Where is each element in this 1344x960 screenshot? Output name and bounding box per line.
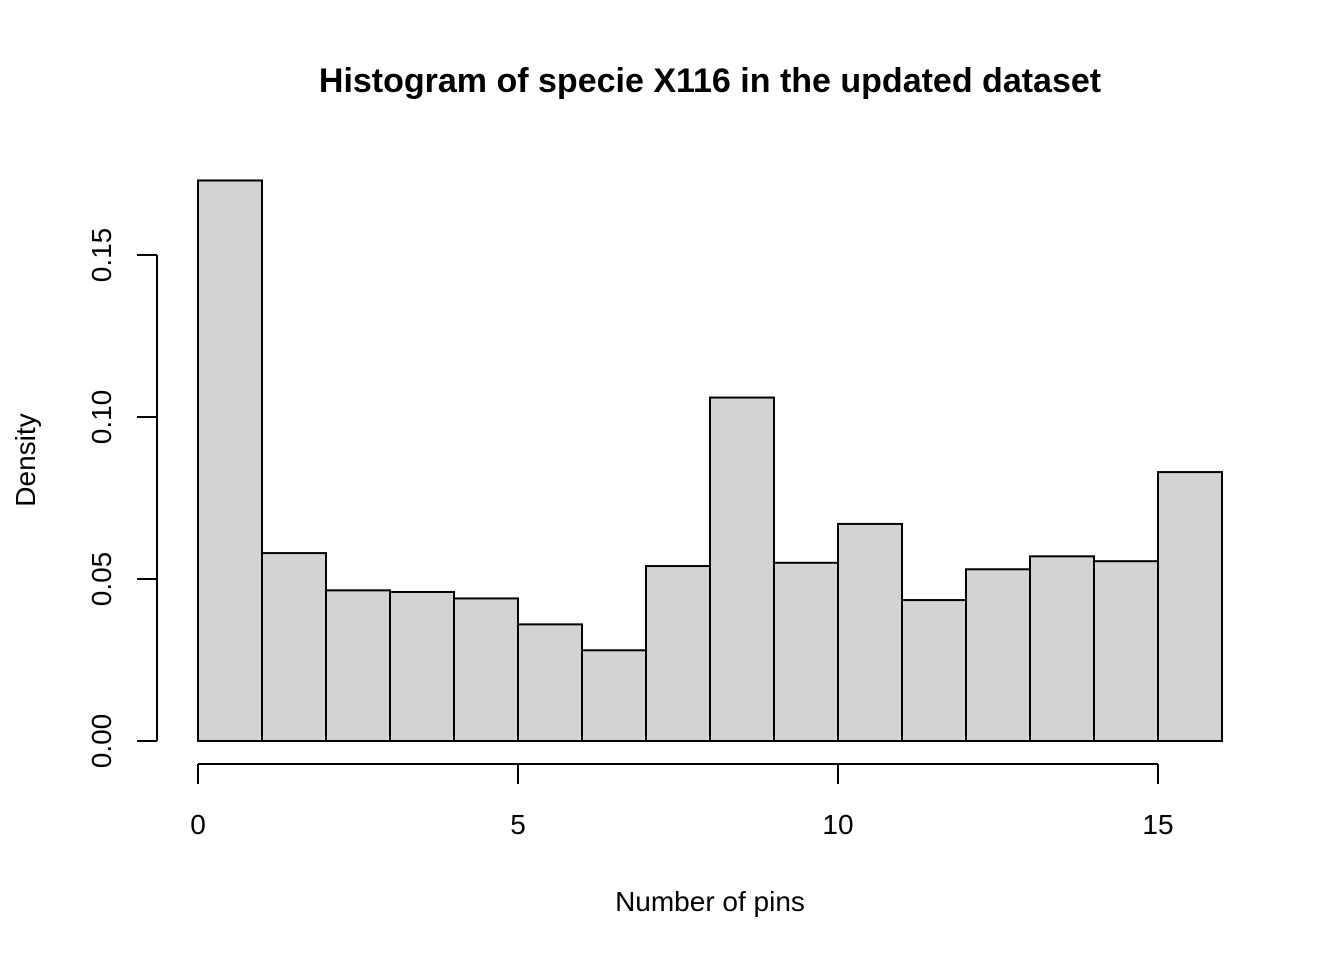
- y-axis-label: Density: [10, 413, 41, 506]
- chart-title: Histogram of specie X116 in the updated …: [319, 62, 1101, 100]
- x-tick-label: 10: [822, 809, 853, 840]
- histogram-bars: [197, 179, 1223, 743]
- histogram-bar: [389, 590, 455, 743]
- x-tick-label: 15: [1142, 809, 1173, 840]
- y-tick-label: 0.15: [86, 228, 117, 283]
- histogram-bar: [1093, 560, 1159, 742]
- histogram-bar: [1029, 555, 1095, 742]
- histogram-bar: [197, 179, 263, 743]
- y-axis: 0.00 0.05 0.10 0.15: [86, 228, 158, 769]
- x-tick-label: 0: [190, 809, 206, 840]
- histogram-bar: [453, 597, 519, 742]
- histogram-bar: [325, 589, 391, 743]
- y-tick-label: 0.00: [86, 714, 117, 769]
- histogram-bar: [645, 565, 711, 742]
- x-tick-label: 5: [510, 809, 526, 840]
- histogram-bar: [517, 623, 583, 742]
- histogram-bar: [581, 649, 647, 743]
- y-tick-label: 0.10: [86, 390, 117, 445]
- histogram-bar: [837, 522, 903, 742]
- histogram-bar: [901, 599, 967, 742]
- x-axis: 0 5 10 15: [190, 763, 1174, 840]
- histogram-bar: [261, 552, 327, 743]
- histogram-bar: [1157, 471, 1223, 742]
- histogram-bar: [965, 568, 1031, 743]
- x-axis-label: Number of pins: [615, 886, 805, 917]
- y-tick-label: 0.05: [86, 552, 117, 607]
- histogram-bar: [709, 396, 775, 742]
- histogram-bar: [773, 561, 839, 742]
